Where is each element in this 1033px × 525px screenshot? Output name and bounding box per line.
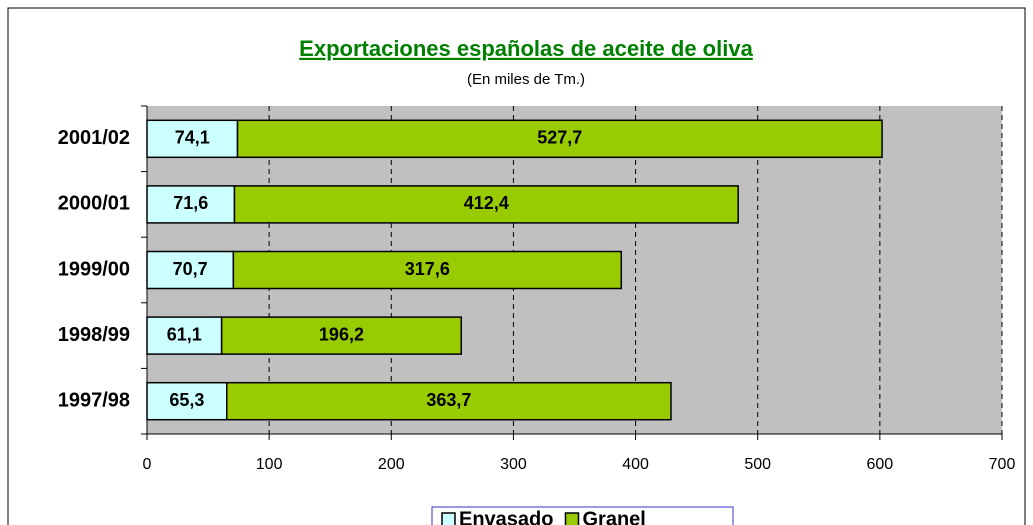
y-tick-label: 2001/02 [58, 127, 130, 149]
data-label: 317,6 [405, 259, 450, 279]
data-label: 70,7 [173, 259, 208, 279]
data-label: 61,1 [167, 324, 202, 344]
legend-label: Granel [582, 508, 645, 525]
bar-segment [226, 381, 672, 421]
data-label: 527,7 [537, 128, 582, 148]
bar-segment [233, 185, 739, 224]
chart-title: Exportaciones españolas de aceite de oli… [299, 36, 753, 61]
x-tick-label: 0 [143, 456, 152, 473]
chart-subtitle: (En miles de Tm.) [467, 71, 585, 88]
x-tick-label: 400 [622, 456, 649, 473]
bar-segment [220, 316, 463, 355]
y-tick-label: 1998/99 [58, 324, 130, 346]
data-label: 71,6 [173, 193, 208, 213]
bar-segment [146, 316, 223, 355]
legend-swatch [564, 512, 580, 525]
x-tick-label: 200 [378, 456, 405, 473]
data-label: 412,4 [464, 193, 509, 213]
y-tick-label: 1999/00 [58, 258, 130, 280]
x-tick-label: 700 [989, 456, 1016, 473]
bar-segment [232, 250, 623, 290]
legend-box [431, 506, 734, 525]
x-tick-label: 100 [256, 456, 283, 473]
y-tick-label: 1997/98 [58, 389, 130, 411]
x-tick-label: 300 [500, 456, 527, 473]
bar-segment [146, 250, 235, 290]
legend-label: Envasado [459, 508, 553, 525]
y-tick-label: 2000/01 [58, 193, 130, 215]
bar-segment [236, 119, 883, 159]
legend-swatch [441, 512, 456, 525]
x-tick-label: 600 [867, 456, 894, 473]
x-tick-label: 500 [744, 456, 771, 473]
data-label: 196,2 [319, 324, 364, 344]
data-label: 74,1 [175, 128, 210, 148]
data-label: 65,3 [169, 390, 204, 410]
data-label: 363,7 [426, 390, 471, 410]
